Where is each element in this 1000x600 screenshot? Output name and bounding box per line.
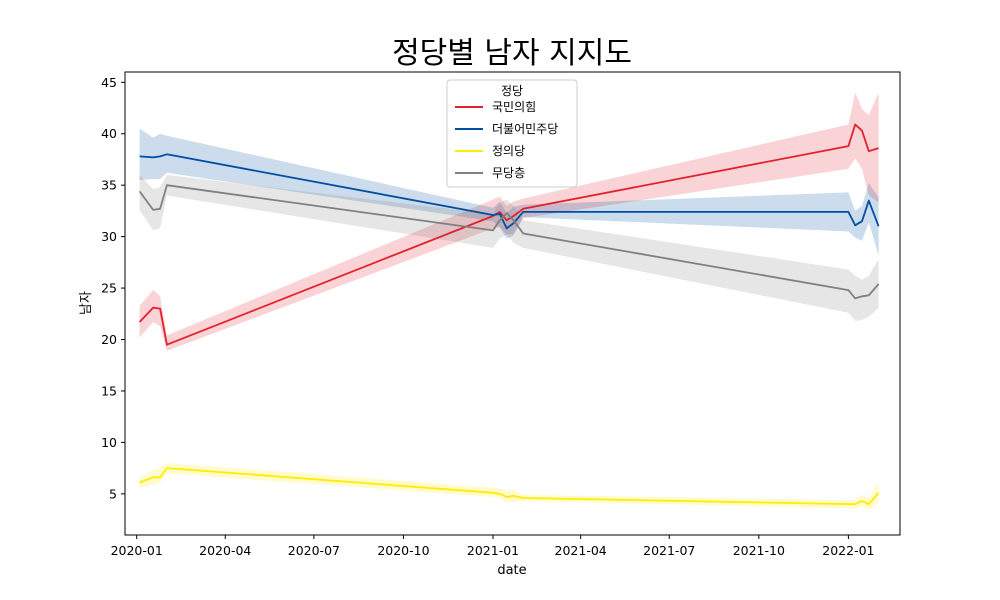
x-axis-label: date bbox=[497, 563, 526, 578]
series-1-confidence-band bbox=[139, 92, 879, 351]
x-tick-label: 2020-07 bbox=[288, 543, 340, 558]
y-tick-label: 15 bbox=[101, 383, 117, 398]
y-tick-label: 35 bbox=[101, 178, 117, 193]
x-tick-label: 2021-10 bbox=[733, 543, 785, 558]
series-2-legend-label: 더불어민주당 bbox=[492, 122, 558, 136]
y-tick-label: 20 bbox=[101, 332, 117, 347]
series-2-line bbox=[139, 153, 880, 230]
series-4-line bbox=[138, 184, 880, 300]
y-axis: 5 10 15 20 25 30 35 40 45 bbox=[101, 75, 125, 501]
legend-title: 정당 bbox=[501, 84, 523, 98]
x-tick-label: 2020-10 bbox=[377, 543, 429, 558]
x-tick-label: 2021-04 bbox=[555, 543, 607, 558]
y-tick-label: 10 bbox=[101, 435, 117, 450]
series-1-line bbox=[138, 123, 879, 346]
confidence-bands bbox=[139, 92, 879, 511]
y-tick-label: 5 bbox=[109, 486, 117, 501]
y-tick-label: 30 bbox=[101, 229, 117, 244]
series-3-confidence-band bbox=[139, 463, 879, 511]
plot-area-frame bbox=[124, 71, 901, 536]
series-2-confidence-band bbox=[139, 128, 879, 256]
x-axis: 2020-01 2020-04 2020-07 2020-10 2021-01 2021-… bbox=[111, 535, 875, 558]
y-tick-label: 25 bbox=[101, 281, 117, 296]
x-tick-label: 2022-01 bbox=[822, 543, 874, 558]
series-3-line bbox=[139, 467, 880, 506]
x-tick-label: 2021-07 bbox=[643, 543, 695, 558]
series-lines bbox=[138, 123, 880, 506]
series-1-legend-label: 국민의힘 bbox=[492, 100, 536, 114]
series-3-legend-label: 정의당 bbox=[492, 144, 525, 158]
y-tick-label: 40 bbox=[101, 126, 117, 141]
y-axis-label: 남자 bbox=[79, 291, 94, 315]
x-tick-label: 2020-01 bbox=[111, 543, 163, 558]
x-tick-label: 2020-04 bbox=[199, 543, 251, 558]
y-tick-label: 45 bbox=[101, 75, 117, 90]
series-4-confidence-band bbox=[139, 174, 879, 321]
series-4-legend-label: 무당층 bbox=[492, 166, 525, 180]
x-tick-label: 2021-01 bbox=[467, 543, 519, 558]
chart-title: 정당별 남자 지지도 bbox=[392, 36, 632, 71]
